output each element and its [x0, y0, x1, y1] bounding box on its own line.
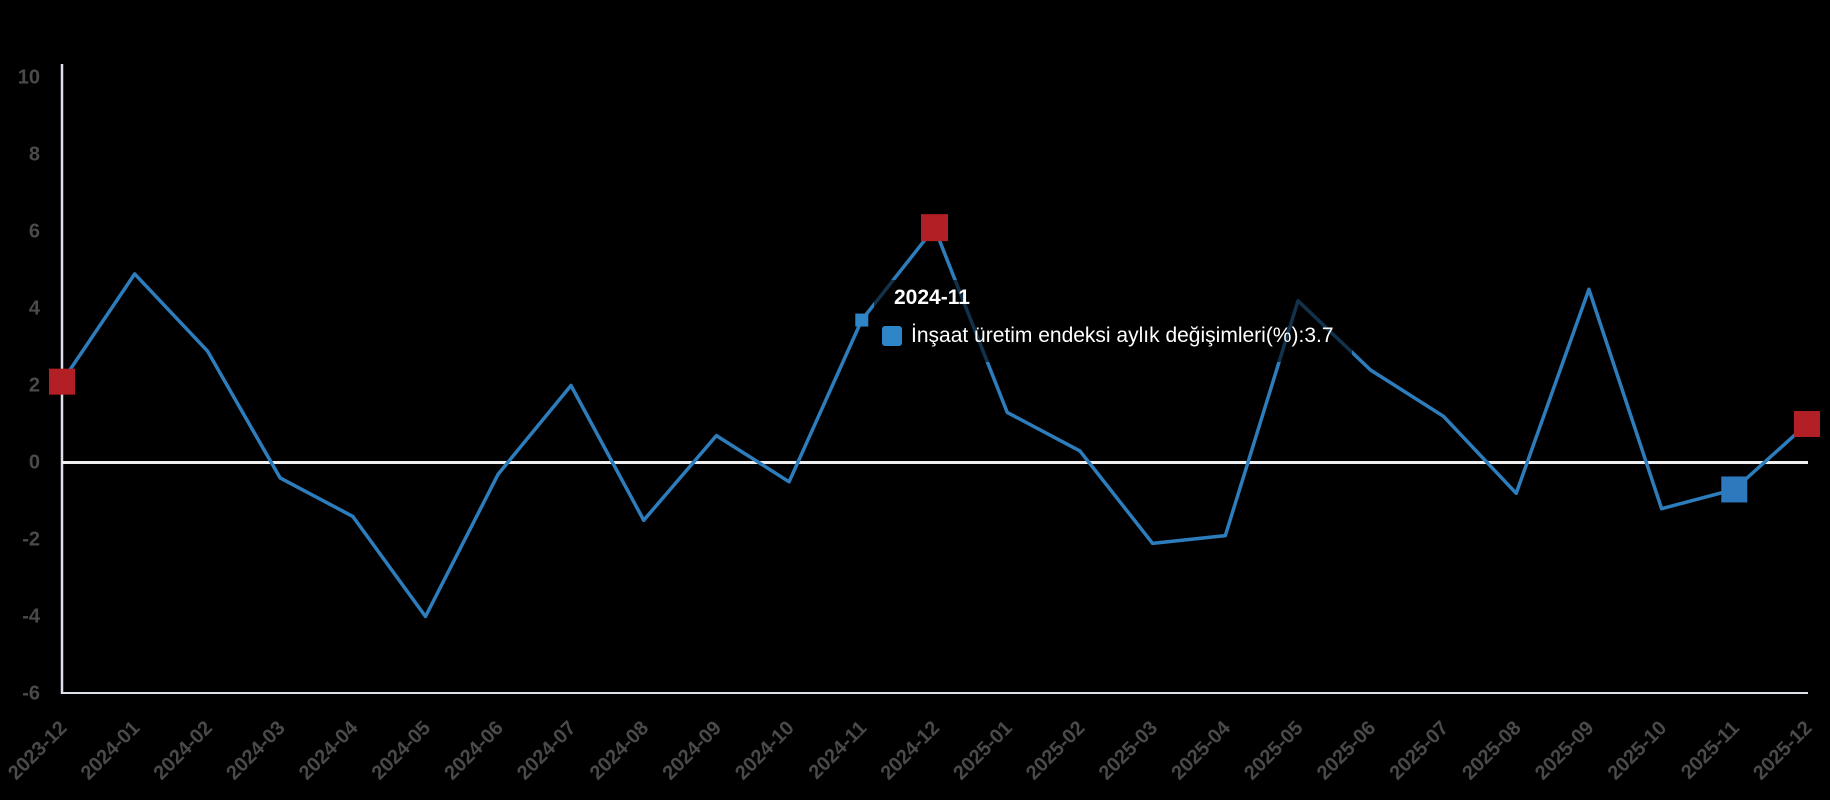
- x-tick-label: 2024-05: [368, 717, 435, 784]
- tooltip-series-label: İnşaat üretim endeksi aylık değişimleri(…: [911, 324, 1299, 347]
- x-tick-label: 2024-10: [731, 717, 798, 784]
- y-tick-label: -2: [22, 529, 40, 551]
- x-tick-label: 2025-04: [1167, 716, 1235, 784]
- x-tick-label: 2025-10: [1604, 717, 1671, 784]
- y-tick-label: 6: [29, 221, 40, 243]
- x-tick-label: 2024-08: [586, 717, 653, 784]
- x-tick-label: 2024-01: [77, 717, 144, 784]
- marker-2025-12[interactable]: [1793, 411, 1820, 437]
- y-tick-label: 8: [29, 144, 40, 166]
- x-tick-label: 2025-07: [1386, 717, 1453, 784]
- x-tick-label: 2025-12: [1749, 717, 1816, 784]
- tooltip-title: 2024-11: [894, 286, 970, 309]
- x-tick-label: 2025-08: [1458, 717, 1525, 784]
- x-tick-label: 2025-09: [1531, 717, 1598, 784]
- y-tick-label: 0: [29, 452, 40, 474]
- marker-2024-12[interactable]: [920, 214, 948, 242]
- x-tick-label: 2024-06: [440, 717, 507, 784]
- marker-2023-12[interactable]: [49, 368, 75, 395]
- y-tick-label: 2: [29, 375, 40, 397]
- tooltip-series-value: 3.7: [1304, 324, 1334, 347]
- marker-2024-11[interactable]: [855, 313, 869, 327]
- marker-2025-11[interactable]: [1721, 476, 1748, 503]
- tooltip-separator: :: [1298, 324, 1305, 347]
- y-tick-label: 10: [18, 67, 40, 89]
- x-tick-label: 2024-09: [658, 717, 725, 784]
- x-tick-label: 2024-11: [805, 717, 872, 784]
- x-tick-label: 2024-03: [222, 717, 289, 784]
- x-tick-label: 2025-11: [1677, 717, 1744, 784]
- x-tick-label: 2024-04: [295, 716, 363, 784]
- x-tick-label: 2024-02: [149, 717, 216, 784]
- x-tick-label: 2025-01: [949, 717, 1016, 784]
- tooltip-series-swatch-icon: [882, 326, 902, 346]
- x-tick-label: 2025-02: [1022, 717, 1089, 784]
- x-tick-label: 2025-06: [1313, 717, 1380, 784]
- y-tick-label: -4: [22, 606, 41, 628]
- x-tick-label: 2024-07: [513, 717, 580, 784]
- tooltip-series-row: İnşaat üretim endeksi aylık değişimleri(…: [882, 324, 1334, 348]
- x-tick-label: 2025-03: [1095, 717, 1162, 784]
- x-tick-label: 2025-05: [1240, 717, 1307, 784]
- tooltip: 2024-11 İnşaat üretim endeksi aylık deği…: [874, 280, 1352, 362]
- x-tick-label: 2023-12: [4, 717, 71, 784]
- x-tick-label: 2024-12: [877, 717, 944, 784]
- y-tick-label: -6: [22, 683, 40, 705]
- y-tick-label: 4: [29, 298, 41, 320]
